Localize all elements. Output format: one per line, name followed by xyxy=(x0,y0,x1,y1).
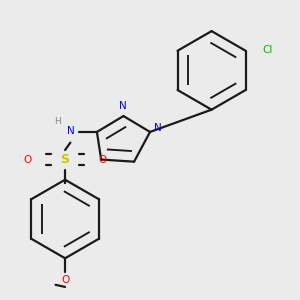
Text: N: N xyxy=(118,101,126,112)
Text: O: O xyxy=(98,154,106,165)
Text: S: S xyxy=(61,153,70,166)
Text: O: O xyxy=(61,274,69,284)
Text: H: H xyxy=(54,117,61,126)
Text: N: N xyxy=(154,123,161,133)
Text: Cl: Cl xyxy=(262,45,273,55)
Text: O: O xyxy=(24,154,32,165)
Text: N: N xyxy=(67,126,74,136)
